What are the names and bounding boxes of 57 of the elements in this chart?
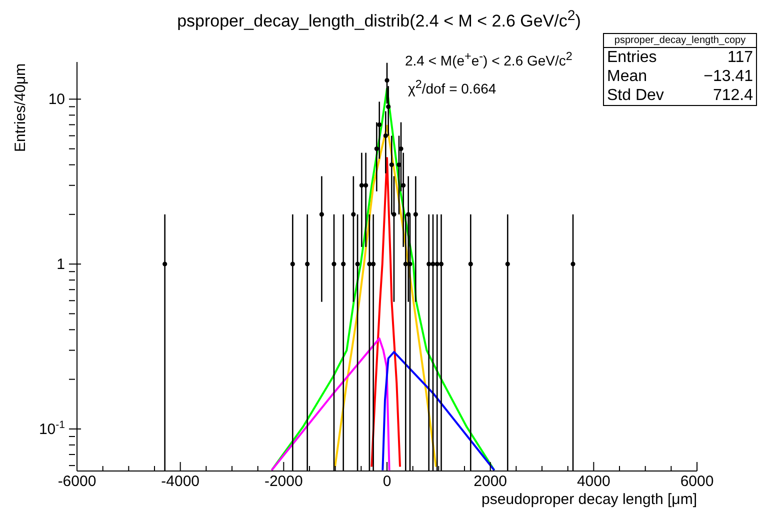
point bbox=[408, 262, 412, 266]
point bbox=[392, 212, 396, 217]
point bbox=[570, 262, 576, 266]
x-tick-label: 6000 bbox=[680, 473, 714, 490]
point bbox=[383, 133, 388, 138]
annotation: Entries bbox=[607, 48, 657, 67]
annotation: Mean bbox=[607, 67, 648, 86]
x-tick-label: -6000 bbox=[58, 473, 96, 490]
text: 712.4 bbox=[712, 86, 753, 105]
point bbox=[332, 262, 336, 266]
point bbox=[162, 262, 168, 266]
y-tick-label: 1 bbox=[56, 256, 65, 274]
point bbox=[430, 262, 436, 266]
point bbox=[359, 183, 364, 188]
point bbox=[319, 212, 324, 217]
point bbox=[364, 183, 368, 188]
point bbox=[371, 262, 376, 266]
x-axis-title: pseudoproper decay length [μm] bbox=[482, 491, 697, 508]
line-series bbox=[334, 124, 437, 468]
x-tick-label: -2000 bbox=[264, 473, 303, 490]
y-tick-label: 10 bbox=[48, 91, 65, 108]
point bbox=[403, 262, 408, 266]
point bbox=[341, 262, 346, 266]
x-tick-label: 2000 bbox=[474, 473, 508, 490]
x-tick-label: 4000 bbox=[576, 473, 610, 490]
point bbox=[355, 262, 360, 266]
point bbox=[305, 262, 310, 266]
point bbox=[413, 212, 418, 217]
x-tick-label: -4000 bbox=[161, 473, 200, 490]
chart-title: psproper_decay_length_distrib(2.4 < M < 2.6 GeV/c$^{2}$) bbox=[176, 8, 582, 32]
annotation: 2.4 < M(e$^{+}$e$^{-}$) < 2.6 GeV/c$^{2}$ bbox=[405, 50, 572, 69]
point bbox=[438, 262, 444, 266]
line-series bbox=[370, 156, 402, 468]
line-series bbox=[270, 337, 390, 471]
point bbox=[434, 262, 440, 266]
point bbox=[406, 212, 411, 217]
annotation: χ$^{2}$/dof = 0.664 bbox=[408, 78, 496, 97]
line-series bbox=[382, 350, 496, 471]
text: psproper_decay_length_copy bbox=[604, 34, 756, 48]
point bbox=[290, 262, 295, 266]
x-tick-label: 0 bbox=[382, 473, 392, 490]
point bbox=[389, 162, 394, 168]
y-axis-title: Entries/40μm bbox=[12, 63, 29, 152]
point bbox=[468, 262, 473, 266]
point bbox=[505, 262, 510, 266]
point bbox=[367, 262, 372, 266]
text: −13.41 bbox=[704, 67, 753, 86]
point bbox=[386, 104, 391, 109]
point bbox=[377, 122, 382, 127]
y-tick-label: 10$^{-1}$ bbox=[38, 418, 66, 438]
annotation: Std Dev bbox=[607, 86, 664, 105]
point bbox=[401, 183, 406, 188]
point bbox=[426, 262, 432, 266]
point bbox=[374, 146, 379, 152]
point bbox=[384, 78, 390, 83]
point bbox=[351, 212, 356, 217]
text: 117 bbox=[727, 48, 753, 67]
